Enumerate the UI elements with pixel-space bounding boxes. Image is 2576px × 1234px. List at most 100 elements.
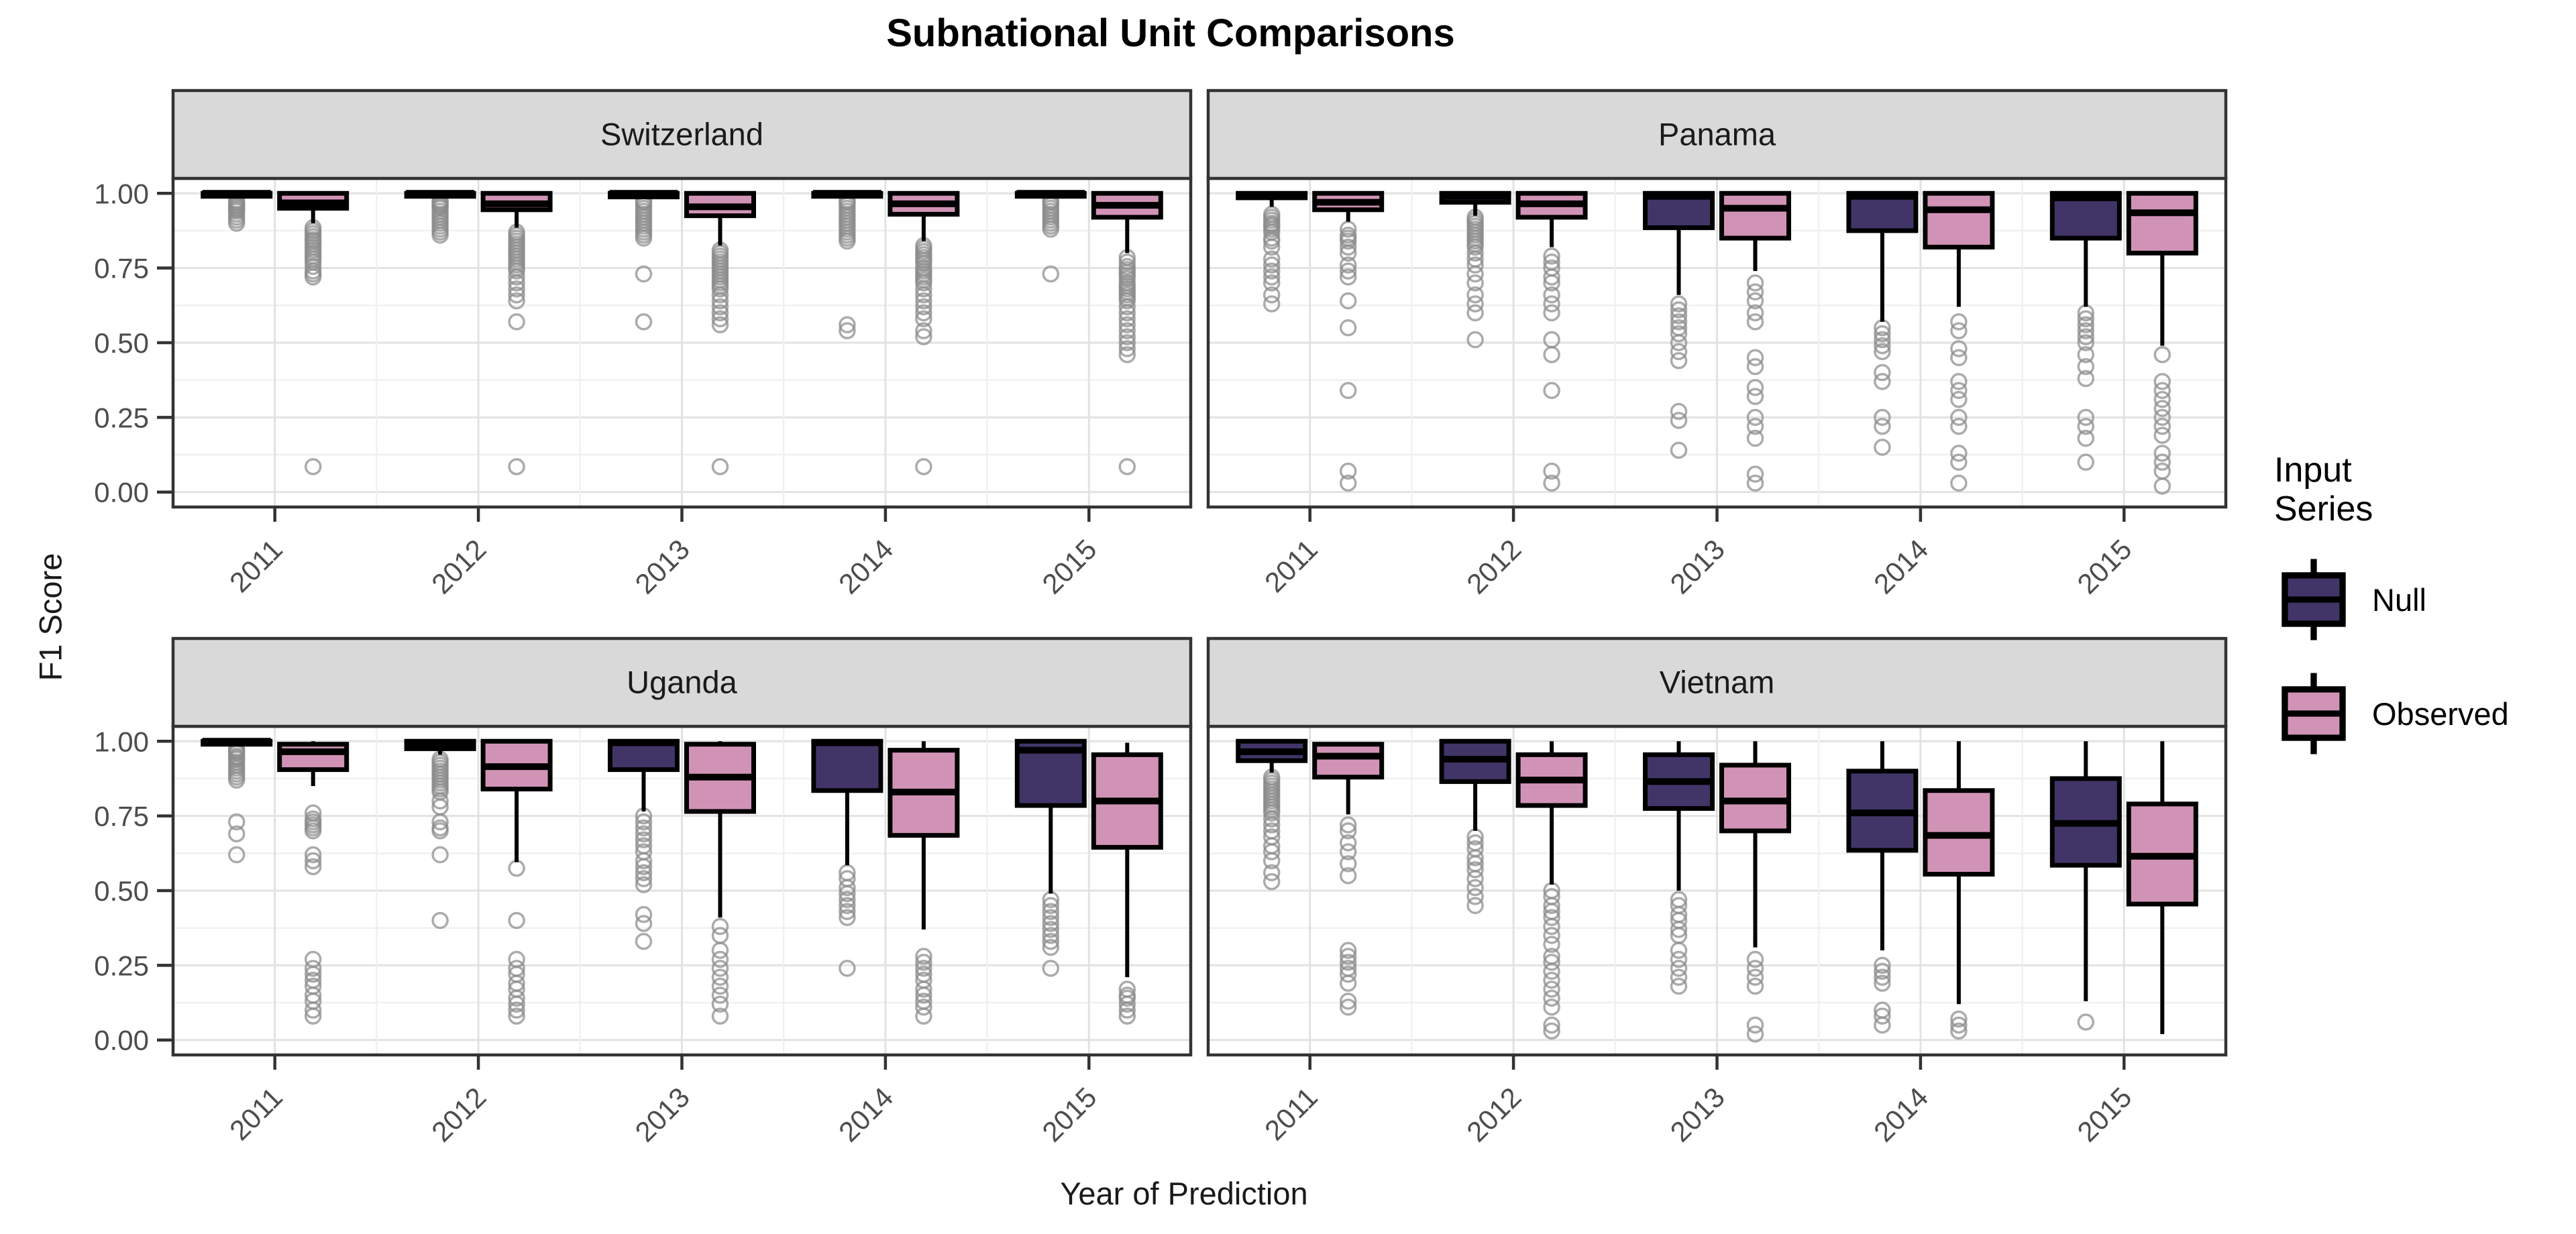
outlier-point [1042,927,1060,944]
x-tick-label: 2012 [1460,533,1527,600]
boxplot-null-2013 [1643,190,1715,459]
boxplot-null-2013 [1643,741,1715,995]
outlier-point [227,771,246,789]
outlier-point [1670,960,1688,977]
outlier-point [1339,866,1357,885]
boxplot-observed-2012 [480,738,553,1025]
outlier-point [1263,804,1281,822]
outlier-point [227,846,246,864]
outlier-point [1339,834,1357,852]
outlier-point [635,905,653,923]
x-tick-label: 2013 [1664,1081,1731,1147]
outlier-point [1339,843,1357,860]
outlier-point [1746,1016,1764,1034]
outlier-point [2077,334,2095,351]
outlier-point [1746,274,1764,292]
outlier-point [1339,262,1357,280]
x-tick-label: 2012 [425,1081,492,1147]
outlier-point [304,1007,322,1025]
outlier-point [2153,400,2171,417]
outlier-point [711,316,729,334]
outlier-point [1042,938,1060,956]
outlier-point [1339,292,1357,310]
outlier-point [1339,232,1357,250]
iqr-box [1719,190,1791,241]
outlier-point [1339,220,1357,238]
outlier-point [1118,310,1136,328]
outlier-point [1118,995,1136,1013]
outlier-point [1746,388,1764,405]
outlier-point [1263,816,1281,834]
boxplot-null-2011 [1236,190,1308,313]
outlier-point [227,825,246,843]
outlier-point [1874,962,1891,980]
outlier-point [1339,965,1357,983]
outlier-point [1042,903,1060,920]
outlier-point [1670,307,1688,325]
outlier-point [711,298,729,316]
outlier-point [508,292,525,310]
outlier-point [1950,1022,1968,1040]
outlier-point [1118,989,1136,1007]
outlier-point [1466,897,1484,915]
outlier-point [1263,852,1281,870]
outlier-point [1263,274,1281,292]
outlier-point [1339,816,1357,834]
legend-entry-null: Null [2274,557,2569,642]
y-tick-label: 0.00 [94,477,149,508]
outlier-point [1543,980,1560,998]
outlier-point [2077,370,2095,388]
outlier-point [1874,408,1891,427]
outlier-point [1118,316,1136,334]
outlier-point [711,310,729,328]
outlier-point [2077,417,2095,435]
boxplot-null-2012 [1439,190,1511,349]
outlier-point [1118,458,1136,475]
outlier-point [1543,286,1560,304]
outlier-point [304,258,322,276]
outlier-point [304,458,322,475]
outlier-point [635,313,653,331]
x-tick-label: 2013 [1664,533,1731,600]
outlier-point [915,322,932,339]
boxplot-observed-2011 [1312,190,1385,492]
y-tick-label: 0.25 [94,950,149,981]
x-tick-label: 2012 [1460,1081,1527,1147]
outlier-point [635,229,653,247]
outlier-point [1339,256,1357,274]
outlier-point [2077,316,2095,334]
boxplot-null-2014 [1846,190,1919,456]
outlier-point [915,954,932,971]
outlier-point [635,915,653,932]
outlier-point [1746,408,1764,427]
outlier-point [1466,256,1484,274]
boxplot-null-2011 [201,190,273,232]
facet-strip [171,89,1193,180]
outlier-point [1263,238,1281,256]
outlier-point [2153,417,2171,435]
outlier-point [1746,960,1764,977]
outlier-point [1670,351,1688,370]
outlier-point [635,864,653,882]
outlier-point [1263,232,1281,250]
outlier-point [839,885,856,903]
outlier-point [1543,998,1560,1016]
outlier-point [1874,363,1891,382]
outlier-point [1118,253,1136,271]
x-tick-label: 2015 [1036,533,1102,600]
outlier-point [1466,238,1484,256]
outlier-point [1746,313,1764,331]
outlier-point [508,1001,525,1019]
outlier-point [1339,462,1357,480]
outlier-point [1874,968,1891,986]
outlier-point [711,458,729,475]
boxplot-null-2014 [811,190,883,339]
outlier-point [431,822,449,840]
outlier-point [2153,373,2171,390]
outlier-point [1543,1022,1560,1040]
outlier-point [1670,343,1688,361]
outlier-point [711,280,729,298]
outlier-point [1543,382,1560,400]
outlier-point [711,995,729,1013]
outlier-point [2077,408,2095,427]
